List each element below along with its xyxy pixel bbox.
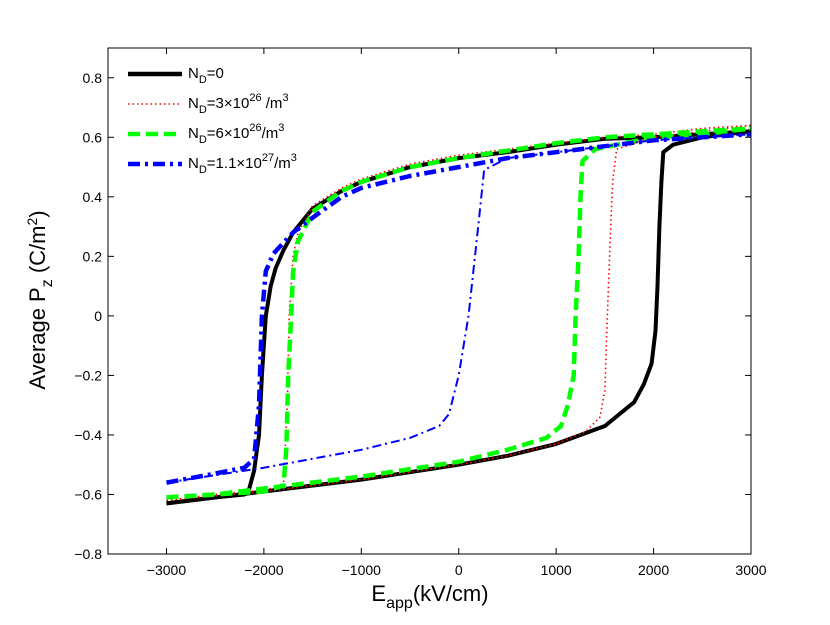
y-tick-label: 0.8	[83, 70, 103, 86]
x-tick-label: −1000	[342, 562, 382, 578]
y-tick-label: −0.8	[74, 546, 102, 562]
legend-label: ND=0	[188, 65, 224, 86]
series-line-upper	[166, 126, 752, 500]
series-line-lower	[166, 129, 752, 506]
series-3	[166, 132, 752, 485]
x-tick-label: 3000	[735, 562, 766, 578]
series-2	[166, 126, 752, 500]
x-tick-label: 1000	[541, 562, 572, 578]
x-tick-label: −3000	[147, 562, 187, 578]
legend: ND=0 ND=3×1026 /m3 ND=6×1026/m3 ND=1.1×1027…	[128, 65, 297, 176]
series-line-upper	[166, 132, 752, 485]
y-tick-label: 0.6	[83, 129, 103, 145]
y-tick-label: −0.2	[74, 367, 102, 383]
series-line-lower	[166, 126, 752, 500]
y-tick-label: 0.2	[83, 248, 103, 264]
plot-frame	[107, 47, 752, 555]
y-axis-title: Average Pz (C/m2)	[24, 210, 56, 389]
y-tick-label: 0	[94, 308, 102, 324]
legend-label: ND=3×1026 /m3	[188, 92, 289, 116]
y-tick-label: 0.4	[83, 189, 103, 205]
ticks-layer: −3000 −2000 −1000 0 1000 2000 3000 −0.8 −0.6 −0.4…	[74, 48, 767, 578]
series-layer	[166, 124, 752, 506]
x-tick-label: 0	[455, 562, 463, 578]
x-tick-label: −2000	[244, 562, 284, 578]
y-tick-label: −0.4	[74, 427, 102, 443]
x-tick-label: 2000	[638, 562, 669, 578]
legend-label: ND=6×1026/m3	[188, 122, 284, 146]
x-axis-title: Eapp(kV/cm)	[371, 581, 488, 612]
series-line-lower	[166, 133, 752, 484]
legend-label: ND=1.1×1027/m3	[188, 152, 297, 176]
y-tick-label: −0.6	[74, 486, 102, 502]
